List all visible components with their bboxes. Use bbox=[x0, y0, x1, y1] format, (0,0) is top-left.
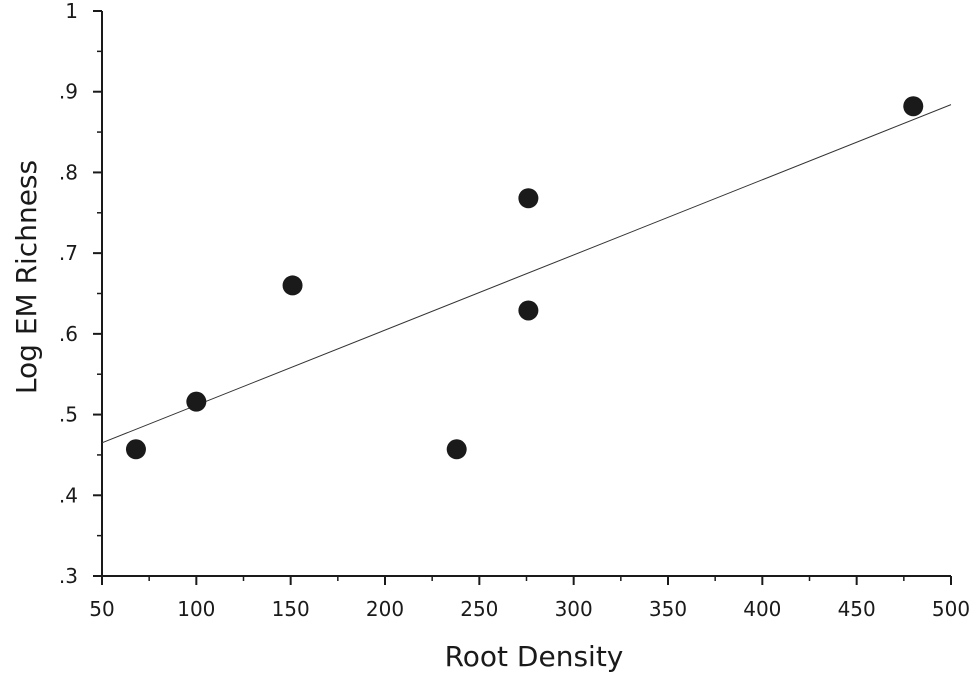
data-point bbox=[518, 188, 539, 209]
data-point bbox=[446, 439, 467, 460]
y-axis-ticks: .3 .4 .5 .6 .7 .8 .9 1 bbox=[59, 0, 102, 588]
y-tick-label: 1 bbox=[65, 0, 78, 23]
x-tick-label: 50 bbox=[89, 597, 114, 621]
data-point bbox=[282, 275, 303, 296]
x-tick-label: 350 bbox=[649, 597, 687, 621]
x-tick-label: 300 bbox=[555, 597, 593, 621]
y-tick-label: .3 bbox=[59, 564, 78, 588]
y-tick-label: .5 bbox=[59, 403, 78, 427]
y-tick-label: .8 bbox=[59, 160, 78, 184]
x-tick-label: 400 bbox=[743, 597, 781, 621]
y-axis-title: Log EM Richness bbox=[10, 160, 43, 394]
x-tick-label: 150 bbox=[272, 597, 310, 621]
y-tick-label: .7 bbox=[59, 241, 78, 265]
x-tick-label: 200 bbox=[366, 597, 404, 621]
x-axis-title: Root Density bbox=[445, 640, 624, 673]
y-tick-label: .6 bbox=[59, 322, 78, 346]
x-tick-label: 250 bbox=[460, 597, 498, 621]
fit-line-group bbox=[101, 104, 952, 444]
data-points bbox=[125, 96, 924, 460]
x-tick-label: 100 bbox=[177, 597, 215, 621]
y-tick-label: .9 bbox=[59, 80, 78, 104]
axes bbox=[101, 11, 951, 577]
x-axis-ticks: 50 100 150 200 250 300 350 400 450 500 bbox=[89, 576, 970, 621]
data-point bbox=[125, 439, 146, 460]
x-tick-label: 450 bbox=[838, 597, 876, 621]
data-point bbox=[186, 391, 207, 412]
data-point bbox=[903, 96, 924, 117]
x-tick-label: 500 bbox=[932, 597, 970, 621]
y-tick-label: .4 bbox=[59, 483, 78, 507]
data-point bbox=[518, 300, 539, 321]
regression-line bbox=[101, 104, 952, 444]
